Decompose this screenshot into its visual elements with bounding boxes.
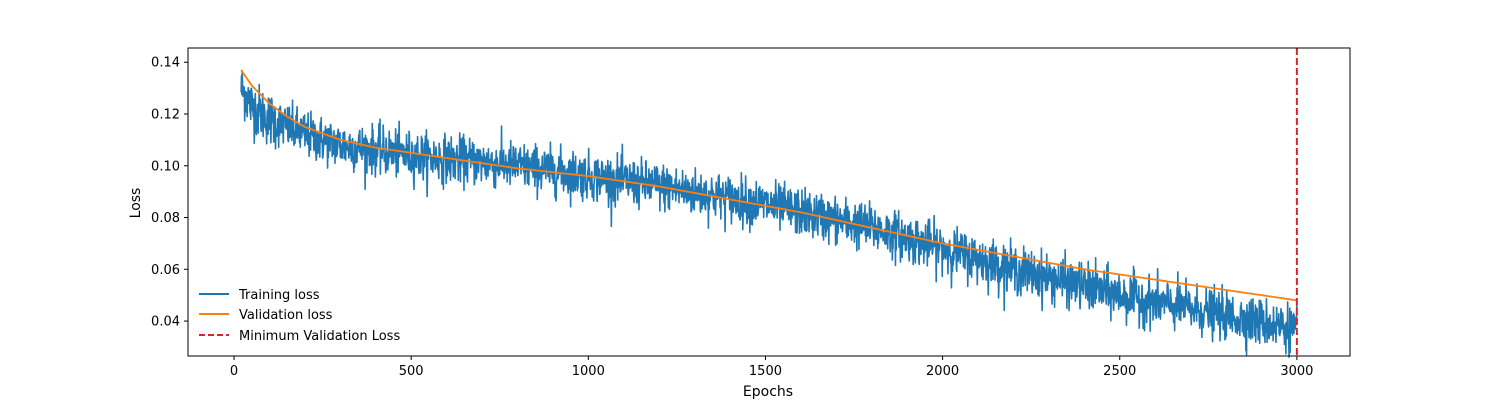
x-tick-label: 1500 xyxy=(749,364,782,379)
y-tick-label: 0.12 xyxy=(151,108,180,123)
y-tick-label: 0.14 xyxy=(151,56,180,71)
legend: Training loss Validation loss Minimum Va… xyxy=(199,288,400,344)
x-tick-label: 1000 xyxy=(572,364,605,379)
x-tick-label: 2000 xyxy=(926,364,959,379)
x-axis-label: Epochs xyxy=(743,384,793,400)
legend-label-training: Training loss xyxy=(238,288,320,303)
x-tick-label: 2500 xyxy=(1103,364,1136,379)
y-tick-label: 0.08 xyxy=(151,211,180,226)
y-tick-label: 0.04 xyxy=(151,315,180,330)
series-validation-loss xyxy=(240,69,1297,302)
series-training-loss xyxy=(240,70,1298,358)
plot-area xyxy=(240,48,1298,358)
axes: 0 500 1000 1500 2000 2500 3000 0.04 0.06 0.08 0.10… xyxy=(151,47,1351,379)
x-tick-label: 500 xyxy=(399,364,424,379)
y-tick-label: 0.10 xyxy=(151,159,180,174)
plot-frame xyxy=(187,47,1351,357)
x-tick-label: 0 xyxy=(230,364,238,379)
y-tick-label: 0.06 xyxy=(151,263,180,278)
legend-label-validation: Validation loss xyxy=(239,308,333,323)
y-axis-label: Loss xyxy=(128,188,144,219)
legend-label-min-val: Minimum Validation Loss xyxy=(239,329,400,344)
x-tick-label: 3000 xyxy=(1280,364,1313,379)
